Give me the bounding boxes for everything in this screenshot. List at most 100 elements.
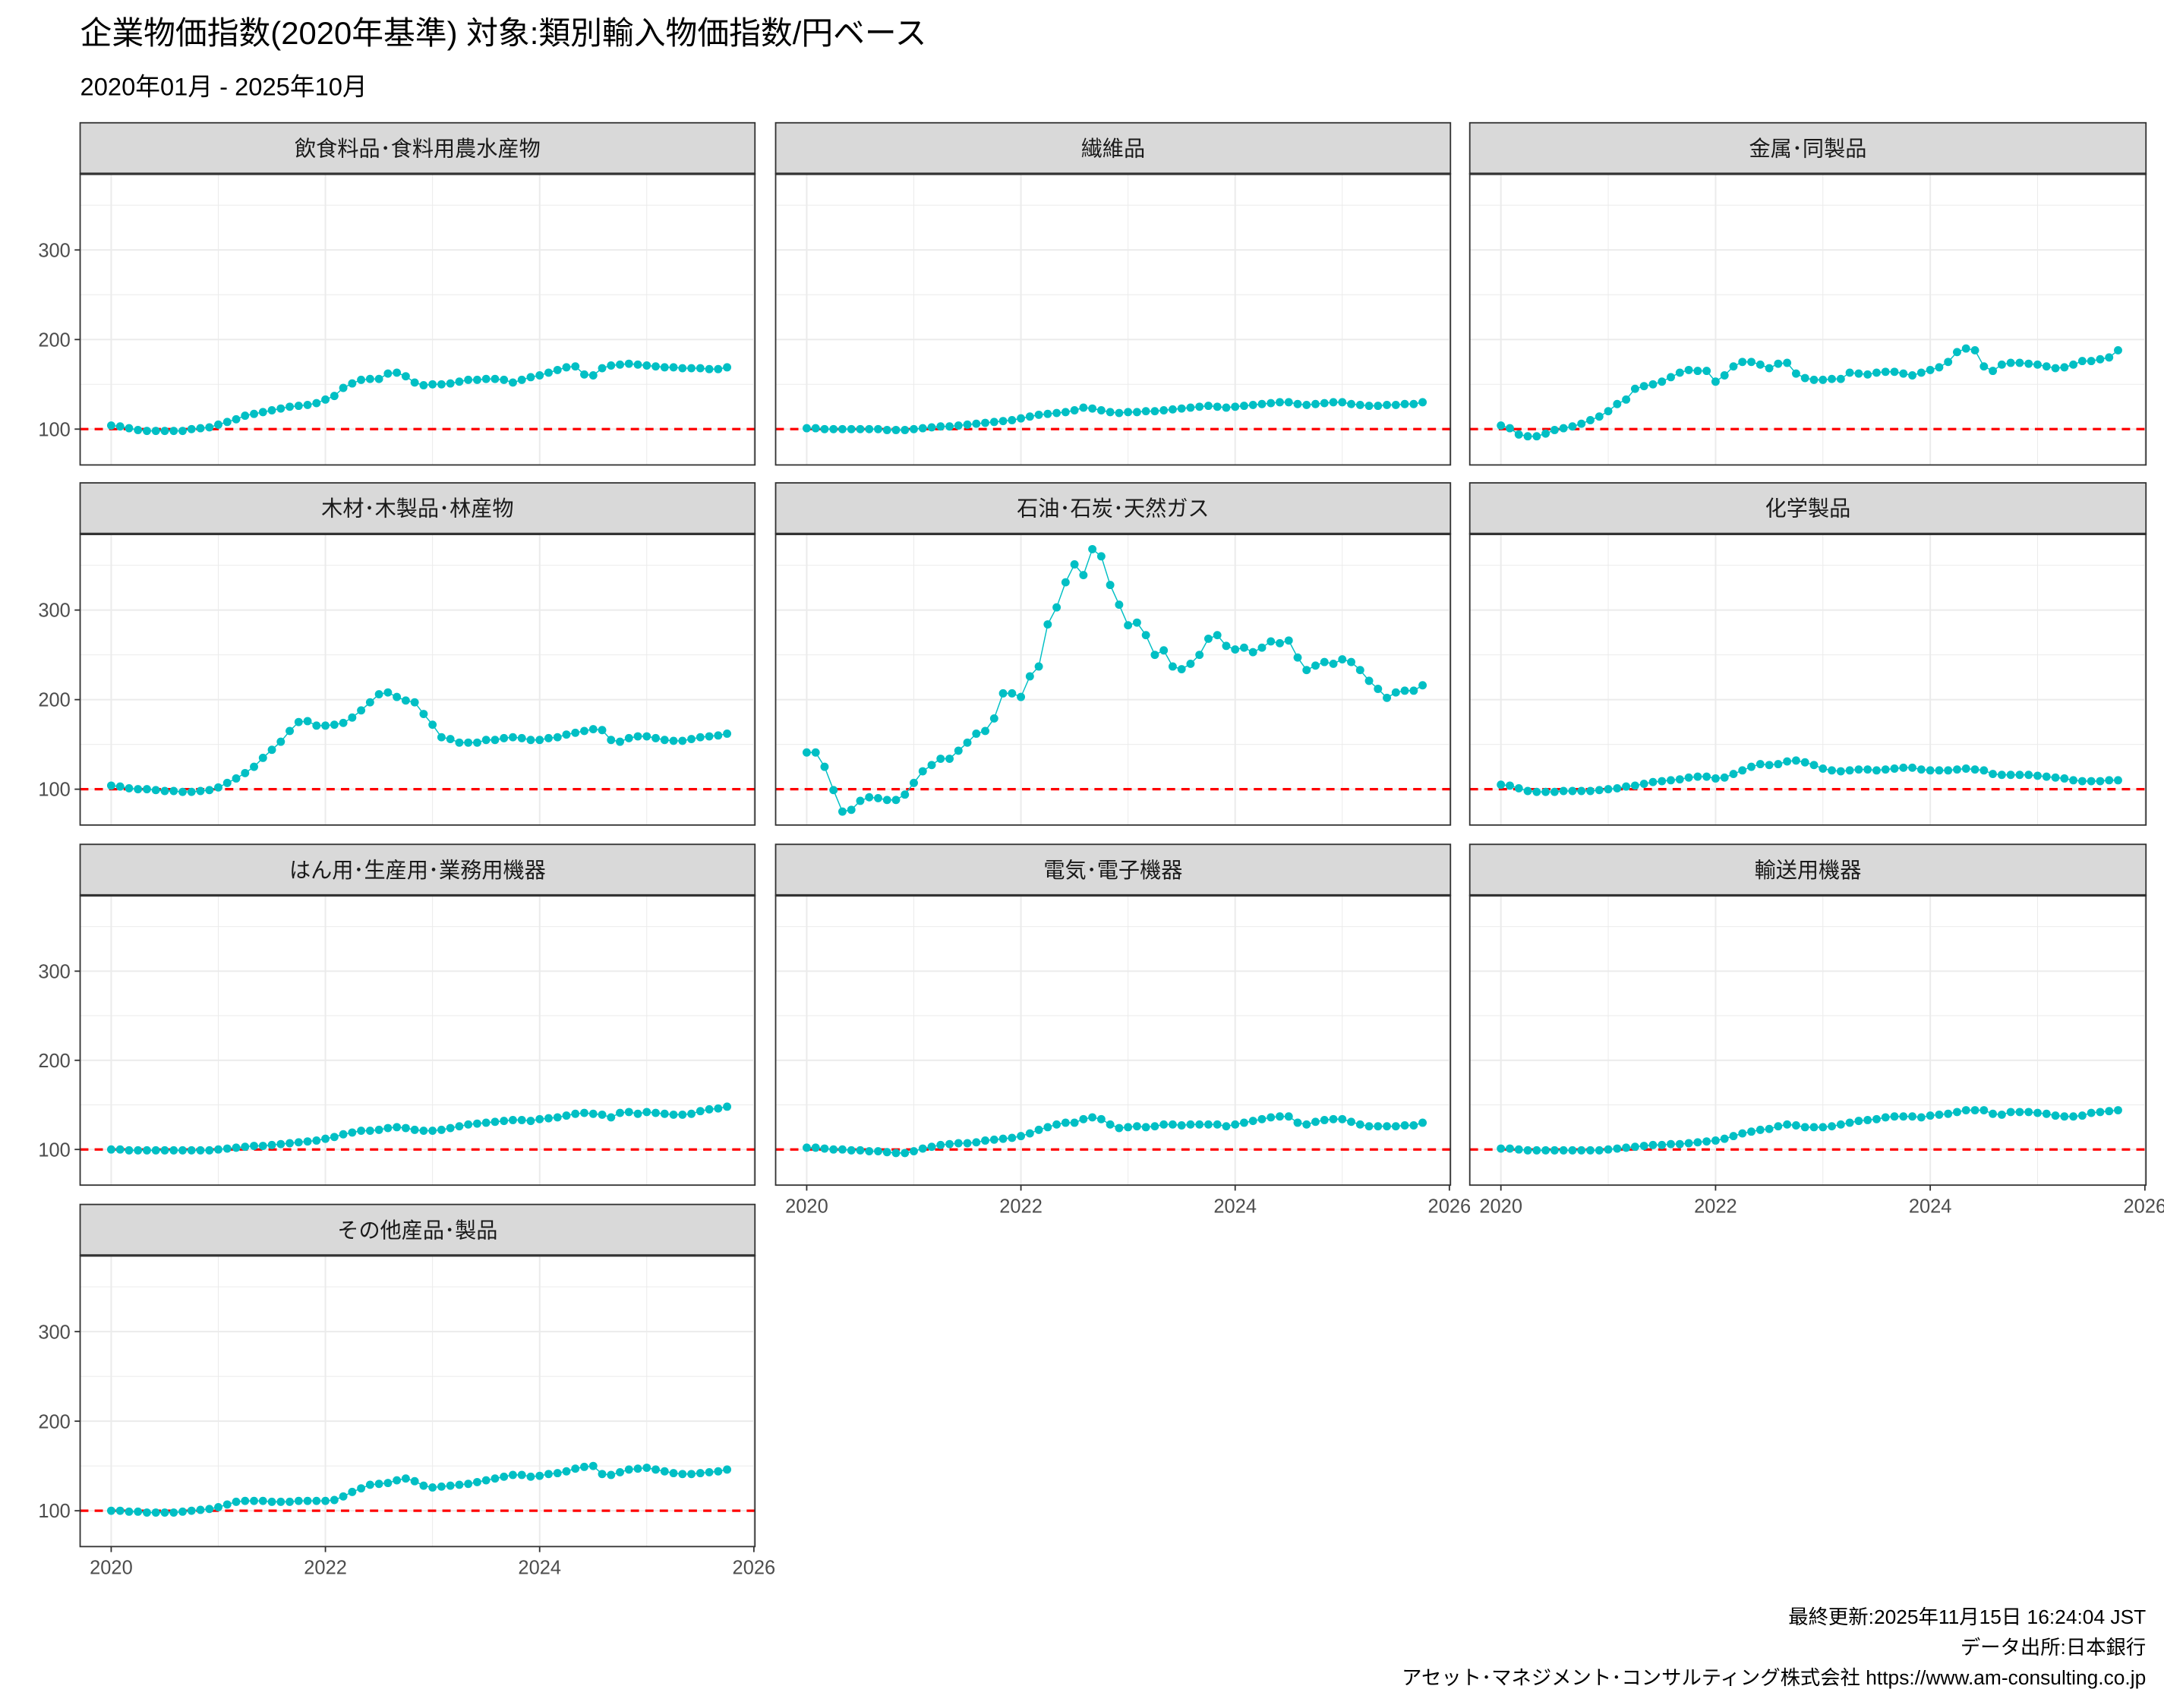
- x-tick-label: 2024: [1213, 1196, 1257, 1218]
- data-point: [1872, 766, 1881, 775]
- data-point: [1043, 1123, 1052, 1132]
- data-point: [151, 1145, 160, 1155]
- data-point: [945, 755, 954, 763]
- data-point: [1845, 368, 1854, 377]
- data-point: [1577, 786, 1586, 796]
- data-point: [1070, 1118, 1079, 1127]
- data-point: [491, 736, 500, 745]
- data-point: [1115, 1123, 1124, 1133]
- data-point: [1854, 1117, 1863, 1126]
- data-point: [258, 753, 267, 762]
- y-tick-label: 200: [38, 329, 70, 351]
- data-point: [472, 375, 481, 384]
- data-point: [106, 781, 115, 790]
- data-point: [1150, 1122, 1159, 1131]
- data-point: [687, 1470, 696, 1479]
- data-point: [214, 1502, 222, 1511]
- data-point: [1791, 756, 1800, 765]
- data-point: [312, 721, 321, 730]
- data-point: [365, 1127, 374, 1136]
- data-point: [1800, 373, 1809, 383]
- data-point: [723, 1102, 732, 1111]
- data-point: [580, 1108, 588, 1117]
- data-point: [1926, 766, 1935, 775]
- data-point: [901, 1149, 910, 1158]
- data-point: [865, 424, 874, 433]
- data-point: [714, 731, 723, 740]
- data-point: [214, 420, 222, 429]
- facet-strip-label: 輸送用機器: [1755, 858, 1862, 882]
- data-point: [1106, 1120, 1115, 1129]
- data-point: [303, 717, 312, 726]
- data-point: [169, 786, 178, 796]
- data-point: [187, 1506, 196, 1515]
- data-point: [1658, 377, 1667, 386]
- data-point: [1630, 384, 1639, 393]
- data-point: [1845, 1118, 1854, 1127]
- data-point: [2114, 1106, 2122, 1114]
- data-point: [455, 1480, 464, 1489]
- data-point: [1141, 1123, 1150, 1132]
- data-point: [1329, 398, 1338, 407]
- data-point: [1061, 1118, 1070, 1127]
- data-point: [714, 364, 723, 373]
- data-point: [1863, 1116, 1872, 1124]
- data-point: [651, 362, 660, 371]
- data-point: [588, 1109, 598, 1118]
- data-point: [1916, 765, 1926, 774]
- data-point: [1747, 762, 1755, 771]
- data-point: [115, 782, 125, 791]
- data-point: [160, 786, 169, 796]
- data-point: [1568, 422, 1577, 431]
- data-point: [1400, 1121, 1409, 1130]
- data-point: [544, 368, 553, 377]
- data-point: [285, 726, 295, 736]
- data-point: [687, 364, 696, 373]
- data-point: [571, 1464, 580, 1473]
- data-point: [1997, 770, 2006, 780]
- data-point: [437, 1125, 446, 1134]
- data-point: [303, 1496, 312, 1505]
- data-point: [2060, 1112, 2069, 1121]
- series-line: [1500, 348, 2118, 437]
- data-point: [374, 690, 383, 699]
- data-point: [1568, 1145, 1577, 1155]
- data-point: [1276, 638, 1284, 648]
- data-point: [500, 1472, 509, 1481]
- data-point: [1159, 1120, 1169, 1129]
- data-point: [1774, 1122, 1783, 1131]
- data-point: [705, 1105, 714, 1114]
- data-point: [1720, 371, 1729, 380]
- data-point: [1872, 368, 1881, 377]
- data-point: [1684, 773, 1693, 782]
- data-point: [1374, 685, 1383, 693]
- data-point: [989, 1135, 998, 1144]
- data-point: [1595, 412, 1604, 421]
- data-point: [802, 424, 811, 433]
- data-point: [696, 1107, 705, 1116]
- data-point: [882, 796, 891, 805]
- data-point: [1213, 1120, 1222, 1129]
- data-point: [1604, 1145, 1613, 1154]
- data-point: [660, 1109, 669, 1118]
- data-point: [535, 1114, 544, 1123]
- data-point: [714, 1467, 723, 1476]
- data-point: [918, 424, 927, 433]
- data-point: [624, 1465, 633, 1474]
- data-point: [2077, 777, 2087, 786]
- data-point: [1400, 399, 1409, 408]
- data-point: [2024, 770, 2033, 780]
- data-point: [1899, 763, 1908, 772]
- data-point: [1276, 1112, 1284, 1121]
- data-point: [1017, 1132, 1026, 1141]
- data-point: [963, 420, 972, 429]
- data-point: [196, 786, 205, 796]
- data-point: [1613, 399, 1622, 408]
- data-point: [2006, 358, 2015, 367]
- data-point: [222, 1144, 232, 1153]
- data-point: [963, 738, 972, 747]
- footer-updated: 最終更新:2025年11月15日 16:24:04 JST: [1788, 1606, 2146, 1628]
- data-point: [1568, 786, 1577, 796]
- data-point: [1088, 404, 1097, 413]
- data-point: [829, 786, 838, 795]
